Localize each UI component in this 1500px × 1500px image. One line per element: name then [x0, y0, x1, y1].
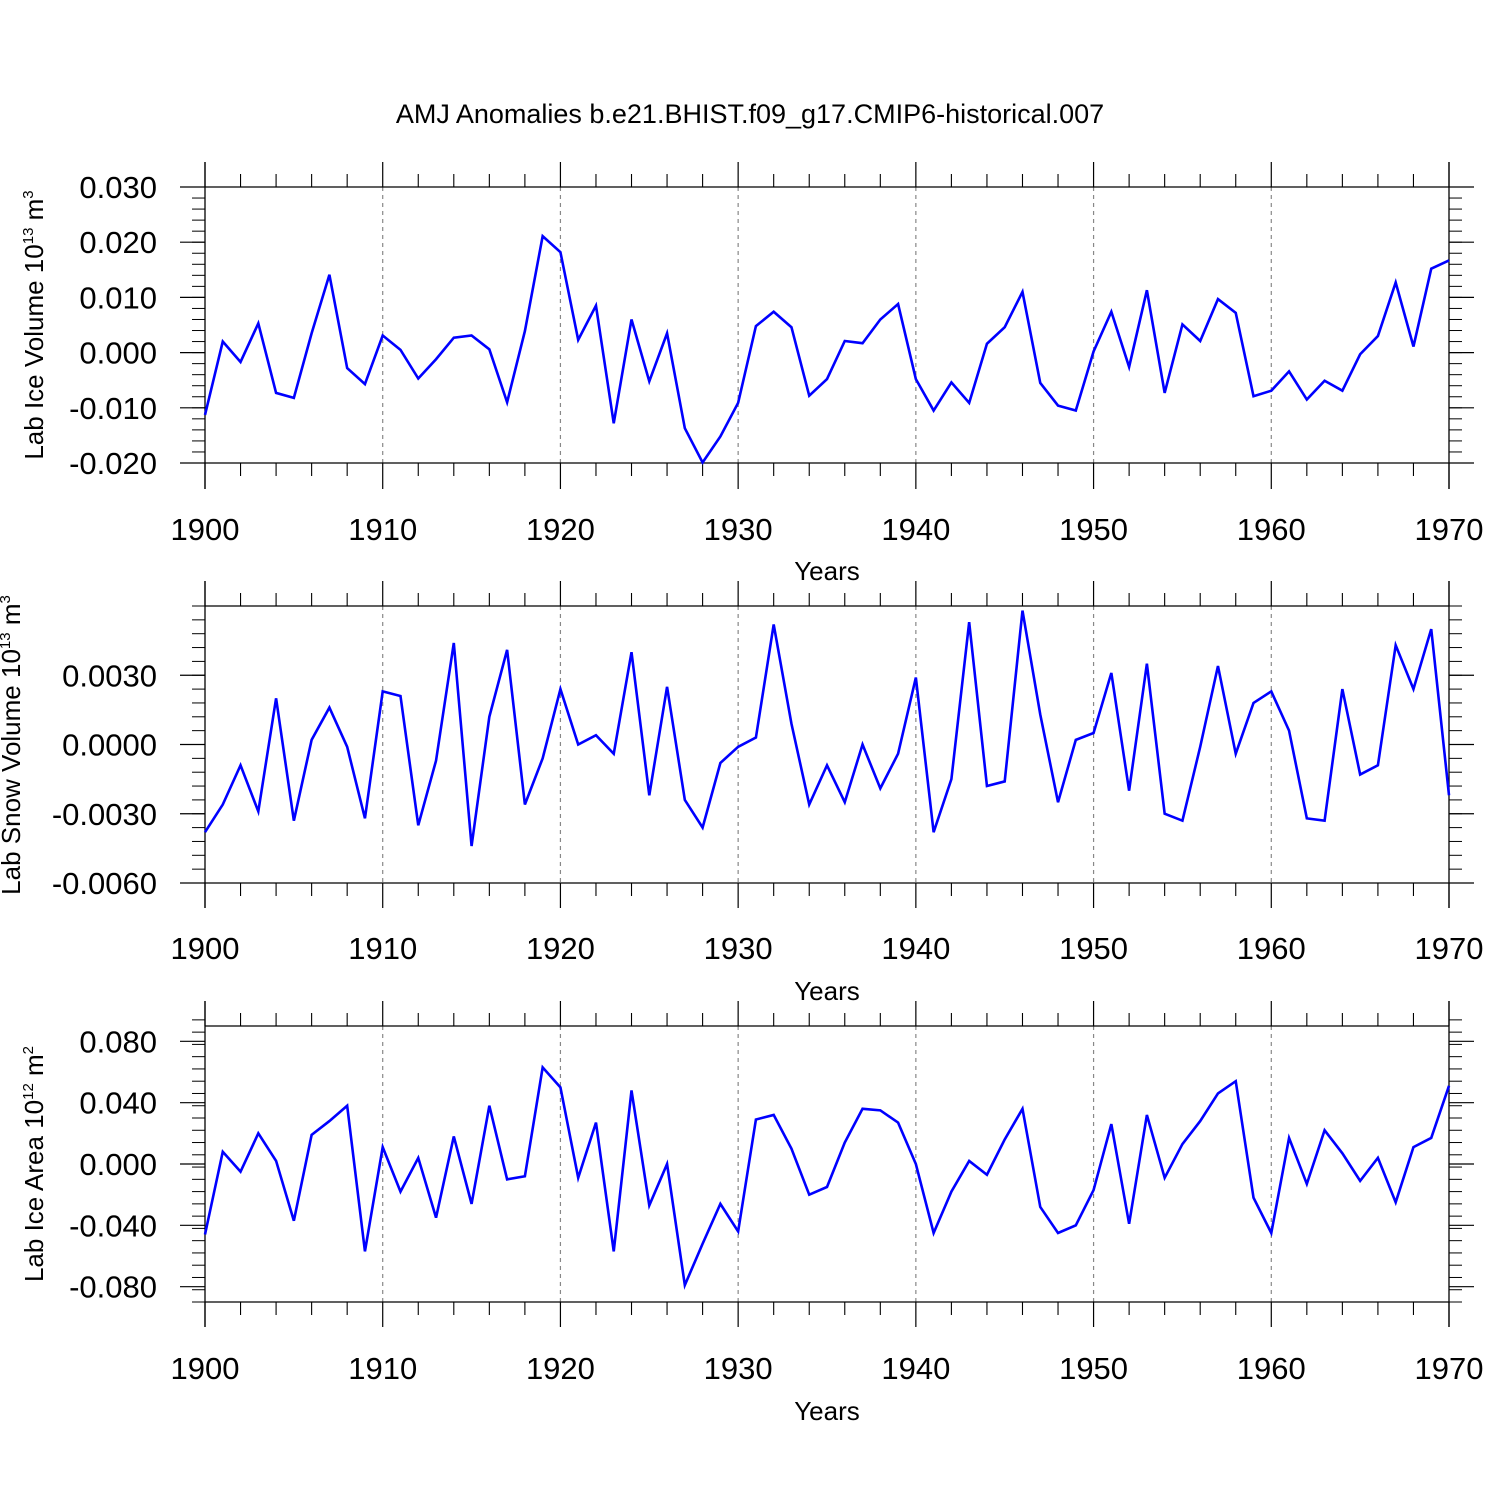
x-tick-label: 1900	[171, 512, 240, 547]
series-line	[203, 610, 1451, 847]
x-tick-label: 1950	[1059, 512, 1128, 547]
x-tick-label: 1930	[704, 1351, 773, 1386]
x-tick-label: 1960	[1237, 931, 1306, 966]
x-tick-label: 1960	[1237, 512, 1306, 547]
x-tick-label: 1930	[704, 512, 773, 547]
y-tick-label: -0.0060	[52, 866, 157, 901]
x-tick-label: 1950	[1059, 1351, 1128, 1386]
y-tick-label: 0.040	[79, 1086, 157, 1121]
panel-ice-volume: Years Lab Ice Volume 1013 m3 1900 1910 192…	[19, 162, 1483, 586]
x-tick-label: 1910	[348, 931, 417, 966]
panel-ice-area: Years Lab Ice Area 1012 m2 1900 1910 1920 1…	[19, 1001, 1483, 1426]
y-tick-label: 0.0000	[62, 728, 157, 763]
y-tick-label: -0.020	[69, 446, 157, 481]
y-axis-label: Lab Ice Volume 1013 m3	[19, 190, 49, 459]
y-tick-label: 0.030	[79, 170, 157, 205]
x-tick-label: 1900	[171, 931, 240, 966]
x-axis-label: Years	[794, 556, 860, 586]
x-tick-label: 1900	[171, 1351, 240, 1386]
x-tick-label: 1920	[526, 1351, 595, 1386]
figure-title: AMJ Anomalies b.e21.BHIST.f09_g17.CMIP6-…	[396, 99, 1104, 129]
y-tick-label: 0.010	[79, 280, 157, 315]
x-tick-label: 1910	[348, 512, 417, 547]
series-line	[203, 1064, 1451, 1290]
panel-snow-volume: Years Lab Snow Volume 1013 m3 1900 1910 19…	[0, 581, 1483, 1006]
y-tick-label: -0.040	[69, 1208, 157, 1243]
x-tick-label: 1960	[1237, 1351, 1306, 1386]
x-tick-label: 1930	[704, 931, 773, 966]
y-tick-label: -0.010	[69, 391, 157, 426]
x-tick-label: 1970	[1415, 931, 1484, 966]
x-tick-label: 1920	[526, 931, 595, 966]
y-axis-label: Lab Ice Area 1012 m2	[19, 1046, 49, 1282]
y-tick-label: -0.0030	[52, 797, 157, 832]
x-tick-label: 1910	[348, 1351, 417, 1386]
x-tick-label: 1920	[526, 512, 595, 547]
y-tick-label: 0.000	[79, 336, 157, 371]
x-axis-label: Years	[794, 976, 860, 1006]
y-tick-label: 0.000	[79, 1147, 157, 1182]
x-tick-label: 1950	[1059, 931, 1128, 966]
y-tick-label: 0.080	[79, 1024, 157, 1059]
y-axis-label: Lab Snow Volume 1013 m3	[0, 595, 26, 895]
y-tick-label: 0.0030	[62, 658, 157, 693]
y-tick-label: -0.080	[69, 1270, 157, 1305]
x-axis-label: Years	[794, 1396, 860, 1426]
series-line	[203, 233, 1450, 465]
x-tick-label: 1970	[1415, 512, 1484, 547]
x-tick-label: 1970	[1415, 1351, 1484, 1386]
x-tick-label: 1940	[881, 931, 950, 966]
x-tick-label: 1940	[881, 512, 950, 547]
y-tick-label: 0.020	[79, 225, 157, 260]
x-tick-label: 1940	[881, 1351, 950, 1386]
